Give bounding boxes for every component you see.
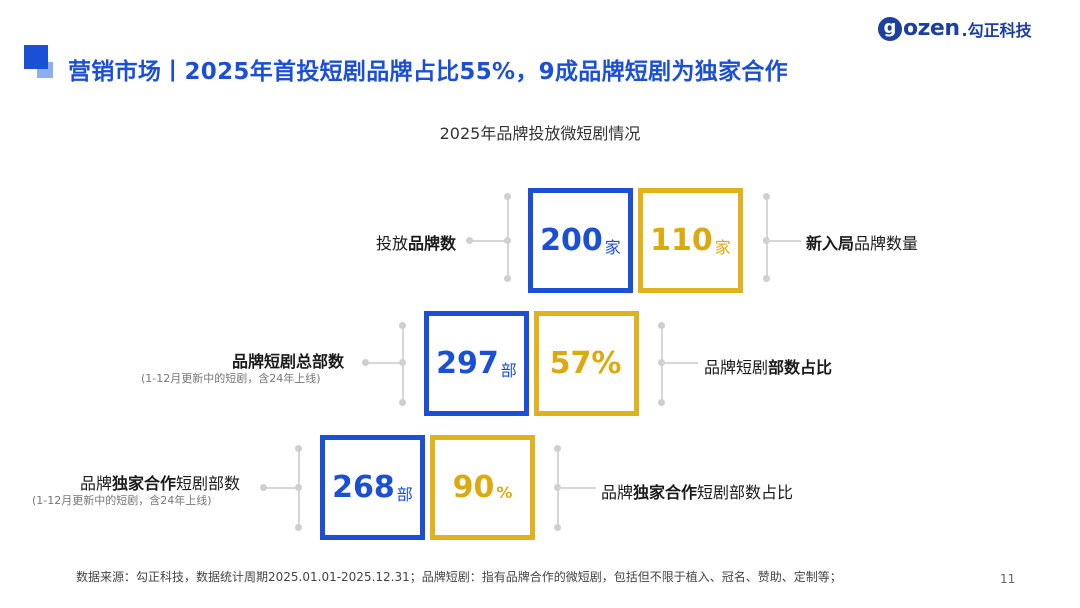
row1-left-dot <box>466 237 473 244</box>
row2-left-bracket-dot-mid <box>399 359 406 366</box>
row3-right-label-bold: 独家合作 <box>633 483 698 502</box>
row1-blue-box: 200 家 <box>528 188 633 293</box>
row2-right-bracket-dot-mid <box>658 359 665 366</box>
row3-blue-value: 268 <box>332 470 395 505</box>
row1-left-bracket-dot-mid <box>504 237 511 244</box>
row1-left-bracket-dot-top <box>504 193 511 200</box>
row2-left-bracket-dot-bottom <box>399 399 406 406</box>
row2-left-connector <box>366 362 402 364</box>
row3-left-bracket-dot-top <box>295 445 302 452</box>
row2-right-label: 品牌短剧部数占比 <box>704 354 832 378</box>
row1-right-label-plain: 品牌数量 <box>854 234 919 253</box>
footer-source-note: 数据来源：勾正科技，数据统计周期2025.01.01-2025.12.31；品牌… <box>76 570 842 584</box>
row3-left-bracket-dot-bottom <box>295 524 302 531</box>
row3-right-label-plain-after: 短剧部数占比 <box>697 483 794 502</box>
logo-wordmark: ozen <box>903 16 960 41</box>
row3-left-dot <box>260 484 267 491</box>
row3-left-note: (1-12月更新中的短剧，含24年上线) <box>32 494 212 507</box>
page-number: 11 <box>1000 572 1016 586</box>
row1-right-bracket-dot-bottom <box>763 275 770 282</box>
row2-left-dot <box>362 359 369 366</box>
row1-left-label-plain: 投放 <box>376 234 409 253</box>
logo-chinese-name: .勾正科技 <box>961 20 1032 40</box>
row3-gold-value: 90 <box>452 470 495 505</box>
header-decoration-square <box>24 45 48 69</box>
row1-right-bracket-dot-top <box>763 193 770 200</box>
row1-gold-value: 110 <box>650 223 713 258</box>
row1-gold-box: 110 家 <box>638 188 743 293</box>
row3-left-connector <box>264 487 298 489</box>
row1-left-label-bold: 品牌数 <box>408 234 457 253</box>
row2-right-bracket-dot-top <box>658 322 665 329</box>
section-subtitle: 2025年品牌投放微短剧情况 <box>439 124 641 143</box>
row3-left-label-bold: 独家合作 <box>112 474 177 493</box>
row2-right-bracket-dot-bottom <box>658 399 665 406</box>
row2-blue-box: 297 部 <box>424 311 529 416</box>
company-logo: g ozen .勾正科技 <box>878 16 1032 41</box>
row1-gold-unit: 家 <box>714 237 731 257</box>
logo-g-mark: g <box>878 16 902 41</box>
row3-left-label: 品牌独家合作短剧部数 <box>80 470 240 494</box>
row2-left-note: (1-12月更新中的短剧，含24年上线) <box>141 372 321 385</box>
row2-left-label: 品牌短剧总部数 <box>232 348 344 372</box>
row1-left-label: 投放品牌数 <box>376 230 456 254</box>
row3-left-bracket-dot-mid <box>295 484 302 491</box>
row2-blue-value: 297 <box>436 346 499 381</box>
row3-blue-unit: 部 <box>396 484 413 504</box>
row3-right-label-plain-before: 品牌 <box>601 483 634 502</box>
row2-left-label-bold: 品牌短剧总部数 <box>232 352 345 371</box>
row2-right-connector <box>662 362 698 364</box>
row2-left-bracket-dot-top <box>399 322 406 329</box>
page-title: 营销市场丨2025年首投短剧品牌占比55%，9成品牌短剧为独家合作 <box>68 59 788 85</box>
row1-right-label: 新入局品牌数量 <box>806 230 918 254</box>
row1-right-label-bold: 新入局 <box>806 234 855 253</box>
row3-right-bracket-dot-bottom <box>554 524 561 531</box>
row1-right-connector <box>767 240 801 242</box>
row2-gold-box: 57% <box>534 311 639 416</box>
row2-right-label-bold: 部数占比 <box>768 358 833 377</box>
row1-left-connector <box>470 240 508 242</box>
row1-right-bracket-dot-mid <box>763 237 770 244</box>
row2-blue-unit: 部 <box>500 360 517 380</box>
row1-blue-unit: 家 <box>604 237 621 257</box>
row3-right-bracket-dot-mid <box>554 484 561 491</box>
row3-left-label-plain-after: 短剧部数 <box>176 474 241 493</box>
row1-blue-value: 200 <box>540 223 603 258</box>
row3-right-bracket-dot-top <box>554 445 561 452</box>
row2-gold-value: 57% <box>549 346 622 381</box>
row3-right-label: 品牌独家合作短剧部数占比 <box>601 479 793 503</box>
row3-right-connector <box>558 487 596 489</box>
row3-gold-unit: % <box>496 483 513 502</box>
row3-gold-box: 90% <box>430 435 535 540</box>
row2-right-label-plain: 品牌短剧 <box>704 358 769 377</box>
row3-left-label-plain-before: 品牌 <box>80 474 113 493</box>
row1-left-bracket-dot-bottom <box>504 275 511 282</box>
row3-blue-box: 268 部 <box>320 435 425 540</box>
